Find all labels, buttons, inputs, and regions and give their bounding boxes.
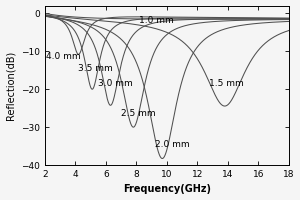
Y-axis label: Reflection(dB): Reflection(dB) — [6, 51, 16, 120]
Text: 1.0 mm: 1.0 mm — [140, 16, 174, 25]
X-axis label: Frequency(GHz): Frequency(GHz) — [123, 184, 211, 194]
Text: 2.0 mm: 2.0 mm — [154, 140, 189, 149]
Text: 4.0 mm: 4.0 mm — [46, 52, 80, 61]
Text: 3.0 mm: 3.0 mm — [98, 79, 133, 88]
Text: 1.5 mm: 1.5 mm — [209, 79, 244, 88]
Text: 3.5 mm: 3.5 mm — [79, 64, 113, 73]
Text: 2.5 mm: 2.5 mm — [121, 109, 156, 118]
